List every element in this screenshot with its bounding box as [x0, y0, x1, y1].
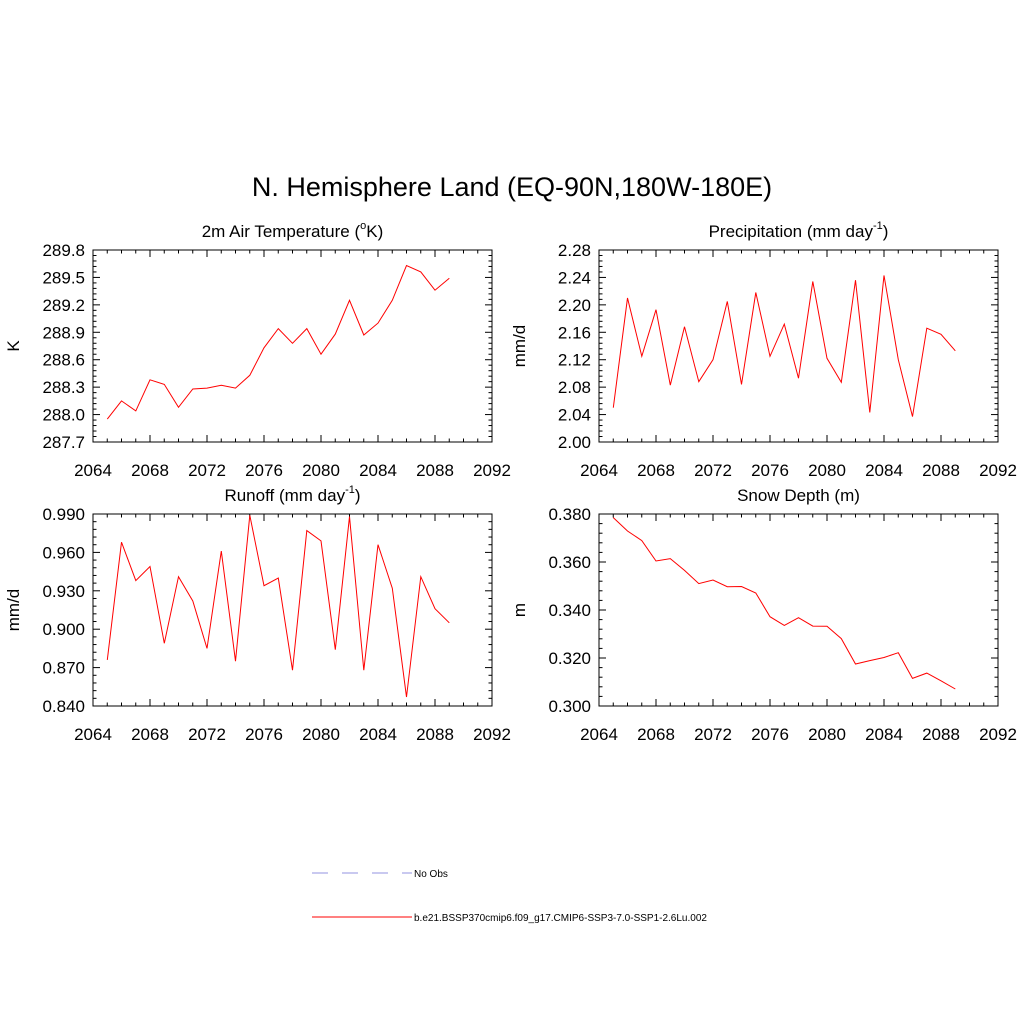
y-tick-label: 0.340	[548, 601, 591, 620]
x-tick-label: 2068	[637, 461, 675, 480]
x-tick-label: 2064	[580, 461, 618, 480]
legend: No Obs b.e21.BSSP370cmip6.f09_g17.CMIP6-…	[312, 869, 707, 924]
x-tick-label: 2084	[865, 725, 903, 744]
series-line	[612, 275, 956, 417]
y-tick-label: 2.28	[558, 241, 591, 260]
plot-frame	[92, 513, 493, 707]
y-tick-label: 0.960	[42, 543, 85, 562]
y-tick-label: 0.380	[548, 505, 591, 524]
panel-title: Runoff (mm day-1)	[224, 484, 360, 505]
x-tick-label: 2084	[359, 725, 397, 744]
y-tick-label: 289.2	[42, 296, 85, 315]
x-tick-label: 2092	[979, 725, 1017, 744]
y-tick-label: 288.0	[42, 406, 85, 425]
x-tick-label: 2072	[188, 725, 226, 744]
x-tick-label: 2080	[302, 461, 340, 480]
y-tick-label: 0.900	[42, 620, 85, 639]
y-axis-label: mm/d	[510, 325, 529, 368]
series-line	[106, 264, 450, 420]
x-tick-label: 2092	[473, 461, 511, 480]
y-tick-label: 0.930	[42, 582, 85, 601]
x-tick-label: 2064	[74, 725, 112, 744]
y-tick-label: 289.5	[42, 268, 85, 287]
y-axis-label: mm/d	[4, 589, 23, 632]
x-tick-label: 2088	[922, 725, 960, 744]
panel-title: Precipitation (mm day-1)	[709, 220, 889, 241]
series-line	[612, 517, 956, 690]
y-tick-label: 288.6	[42, 351, 85, 370]
y-tick-label: 0.360	[548, 553, 591, 572]
x-tick-label: 2084	[865, 461, 903, 480]
x-tick-label: 2080	[808, 461, 846, 480]
y-tick-label: 2.08	[558, 378, 591, 397]
y-tick-label: 287.7	[42, 433, 85, 452]
x-tick-label: 2068	[131, 461, 169, 480]
y-axis-label: m	[510, 603, 529, 617]
panel-runoff: 2064 2068 2072 2076 2080 2084 2088 2092 0.840 0.8…	[4, 484, 511, 744]
x-tick-label: 2076	[751, 725, 789, 744]
series-line	[106, 515, 450, 698]
legend-label-model: b.e21.BSSP370cmip6.f09_g17.CMIP6-SSP3-7.…	[414, 913, 707, 924]
panel-title: Snow Depth (m)	[737, 486, 860, 505]
x-tick-label: 2072	[694, 725, 732, 744]
plot-frame	[92, 249, 493, 443]
y-tick-label: 288.9	[42, 323, 85, 342]
x-tick-label: 2076	[751, 461, 789, 480]
x-tick-label: 2084	[359, 461, 397, 480]
plot-frame	[598, 513, 999, 707]
y-tick-label: 289.8	[42, 241, 85, 260]
panel-2m-air-temperature: 2064 2068 2072 2076 2080 2084 2088 2092 287.7 288…	[4, 220, 511, 480]
x-tick-label: 2080	[808, 725, 846, 744]
panel-snow-depth: 2064 2068 2072 2076 2080 2084 2088 2092 0.300 0.3…	[510, 486, 1017, 744]
x-tick-label: 2068	[637, 725, 675, 744]
x-tick-label: 2080	[302, 725, 340, 744]
panel-title: 2m Air Temperature (oK)	[202, 220, 384, 241]
y-tick-label: 2.20	[558, 296, 591, 315]
plot-frame	[598, 249, 999, 443]
x-tick-label: 2068	[131, 725, 169, 744]
y-tick-label: 0.990	[42, 505, 85, 524]
y-tick-label: 0.840	[42, 697, 85, 716]
y-tick-label: 0.320	[548, 649, 591, 668]
x-tick-label: 2072	[694, 461, 732, 480]
y-tick-label: 2.24	[558, 268, 591, 287]
x-tick-label: 2088	[416, 725, 454, 744]
y-tick-label: 2.04	[558, 406, 591, 425]
y-tick-label: 0.300	[548, 697, 591, 716]
page-title: N. Hemisphere Land (EQ-90N,180W-180E)	[252, 172, 772, 202]
legend-label-no-obs: No Obs	[414, 869, 448, 880]
x-tick-label: 2088	[922, 461, 960, 480]
x-tick-label: 2064	[580, 725, 618, 744]
x-tick-label: 2064	[74, 461, 112, 480]
x-tick-label: 2076	[245, 461, 283, 480]
y-axis-label: K	[4, 340, 23, 352]
y-tick-label: 2.16	[558, 323, 591, 342]
y-tick-label: 288.3	[42, 378, 85, 397]
x-tick-label: 2088	[416, 461, 454, 480]
x-tick-label: 2072	[188, 461, 226, 480]
panel-precipitation: 2064 2068 2072 2076 2080 2084 2088 2092 2.00 2.04…	[510, 220, 1017, 480]
x-tick-label: 2092	[473, 725, 511, 744]
x-tick-label: 2092	[979, 461, 1017, 480]
x-tick-label: 2076	[245, 725, 283, 744]
y-tick-label: 2.12	[558, 351, 591, 370]
y-tick-label: 0.870	[42, 659, 85, 678]
y-tick-label: 2.00	[558, 433, 591, 452]
